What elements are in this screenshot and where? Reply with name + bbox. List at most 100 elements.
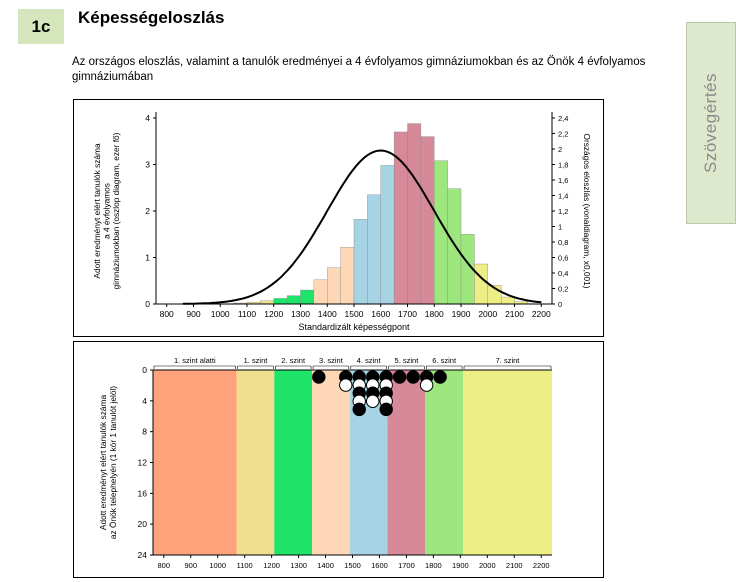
y2-tick-label: 1,8 [558, 161, 568, 170]
x-tick-label: 1600 [371, 309, 390, 319]
level-band-below1 [153, 370, 237, 555]
histogram-panel: 800 900 1000 1100 1200 1300 1400 1500 1600 1700 18… [73, 99, 604, 337]
x-tick-label: 1900 [452, 561, 469, 570]
x-tick-label: 1500 [344, 561, 361, 570]
x-tick-label: 2000 [479, 561, 496, 570]
x-tick-label: 1100 [237, 561, 253, 570]
histogram-bar [420, 136, 435, 305]
y-tick-label: 3 [145, 160, 150, 170]
y2-tick-label: 0,4 [558, 269, 568, 278]
histogram-bar [447, 188, 462, 305]
y-axis-title-line: Adott eredményt elért tanulók száma [92, 143, 102, 279]
level-band-l5 [387, 370, 426, 555]
y-axis-title: Adott eredményt elért tanulók számaa 4 é… [92, 132, 121, 289]
histogram-bar [340, 247, 355, 305]
dotplot-chart: 1. szint alatti 1. szint 2. szint 3. szint 4… [98, 356, 552, 570]
level-band-l7 [463, 370, 552, 555]
dotplot-panel: 1. szint alatti 1. szint 2. szint 3. szint 4… [73, 341, 604, 578]
x-tick-label: 2100 [506, 561, 523, 570]
y2-tick-label: 1 [558, 223, 562, 232]
histogram-bar [300, 289, 315, 305]
y-tick-label: 12 [138, 458, 148, 468]
level-label: 5. szint [395, 356, 420, 365]
histogram-bar [353, 219, 368, 305]
y2-tick-label: 2 [558, 145, 562, 154]
section-badge: 1c [18, 9, 64, 44]
histogram-bar [407, 123, 422, 305]
level-band-l6 [425, 370, 464, 555]
histogram-bar [286, 295, 301, 305]
x-tick-label: 1600 [371, 561, 388, 570]
histogram-bar [273, 298, 288, 305]
x-tick-label: 1200 [263, 561, 280, 570]
y-tick-label: 2 [145, 206, 150, 216]
histogram-bar [434, 160, 448, 305]
x-tick-label: 1500 [345, 309, 364, 319]
student-dot [379, 402, 393, 417]
level-label: 1. szint [244, 356, 269, 365]
level-label: 3. szint [319, 356, 344, 365]
histogram-bar [313, 279, 328, 305]
side-tab[interactable]: Szövegértés [686, 22, 736, 224]
student-dot [366, 394, 380, 408]
y-axis-title-line: Adott eredményt elért tanulók száma [98, 395, 108, 531]
x-tick-label: 1300 [290, 561, 307, 570]
x-axis-title: Standardizált képességpont [298, 322, 410, 332]
y-axis-title: Adott eredményt elért tanulók számaaz Ön… [98, 386, 118, 539]
y-tick-label: 0 [145, 299, 150, 309]
level-band-l3 [312, 370, 350, 555]
y2-tick-label: 2,2 [558, 130, 568, 139]
student-dot [352, 402, 366, 417]
x-tick-label: 1200 [264, 309, 283, 319]
y-axis-title-group: Adott eredményt elért tanulók számaaz Ön… [98, 386, 118, 539]
y2-tick-label: 1,6 [558, 176, 568, 185]
level-label: 7. szint [496, 356, 521, 365]
y2-tick-label: 2,4 [558, 114, 568, 123]
side-tab-label: Szövegértés [701, 73, 720, 173]
histogram-chart: 800 900 1000 1100 1200 1300 1400 1500 1600 1700 18… [92, 112, 592, 332]
x-tick-label: 1100 [238, 309, 257, 319]
y2-tick-label: 0,2 [558, 285, 568, 294]
student-dot [392, 370, 407, 384]
histogram-bar [367, 194, 381, 305]
student-dot [419, 378, 434, 392]
y-axis-title-line: az Önök telephelyén (1 kör 1 tanulót jel… [108, 386, 118, 539]
y-tick-label: 4 [142, 396, 147, 406]
y-axis-title-line: gimnáziumokban (oszlop diagram, ezer fő) [111, 132, 121, 289]
x-tick-label: 1700 [398, 561, 415, 570]
student-dot [406, 370, 420, 384]
x-tick-label: 1000 [209, 561, 226, 570]
y-tick-label: 8 [142, 427, 147, 437]
y-tick-label: 16 [138, 488, 148, 498]
histogram-bar [474, 263, 488, 305]
student-dot [312, 370, 326, 384]
y2-tick-label: 1,2 [558, 207, 568, 216]
x-tick-label: 1400 [318, 309, 337, 319]
student-dot [433, 370, 447, 384]
y2-tick-label: 0,6 [558, 254, 568, 263]
y-tick-label: 20 [138, 519, 148, 529]
y2-axis-title: Országos eloszlás (vonaldiagram, x0,001) [582, 134, 592, 289]
x-tick-label: 1400 [317, 561, 334, 570]
x-tick-label: 1900 [452, 309, 471, 319]
y-tick-label: 1 [145, 253, 150, 263]
x-tick-label: 1800 [425, 561, 442, 570]
level-band-l1 [236, 370, 275, 555]
x-tick-label: 800 [160, 309, 174, 319]
x-tick-label: 1300 [291, 309, 310, 319]
x-tick-label: 2200 [532, 309, 551, 319]
y2-tick-label: 0,8 [558, 238, 568, 247]
y-axis-title-group: Adott eredményt elért tanulók számaa 4 é… [92, 132, 121, 289]
y-tick-label: 4 [145, 113, 150, 123]
x-tick-label: 1700 [398, 309, 417, 319]
x-tick-label: 900 [186, 309, 200, 319]
x-tick-label: 1000 [211, 309, 230, 319]
y-tick-label: 24 [138, 550, 148, 560]
level-label: 1. szint alatti [174, 356, 216, 365]
level-label: 2. szint [281, 356, 306, 365]
y2-tick-label: 1,4 [558, 192, 568, 201]
level-band-l2 [274, 370, 313, 555]
page-subtitle: Az országos eloszlás, valamint a tanulók… [72, 56, 646, 83]
histogram-bar [500, 296, 515, 305]
level-label: 6. szint [432, 356, 457, 365]
